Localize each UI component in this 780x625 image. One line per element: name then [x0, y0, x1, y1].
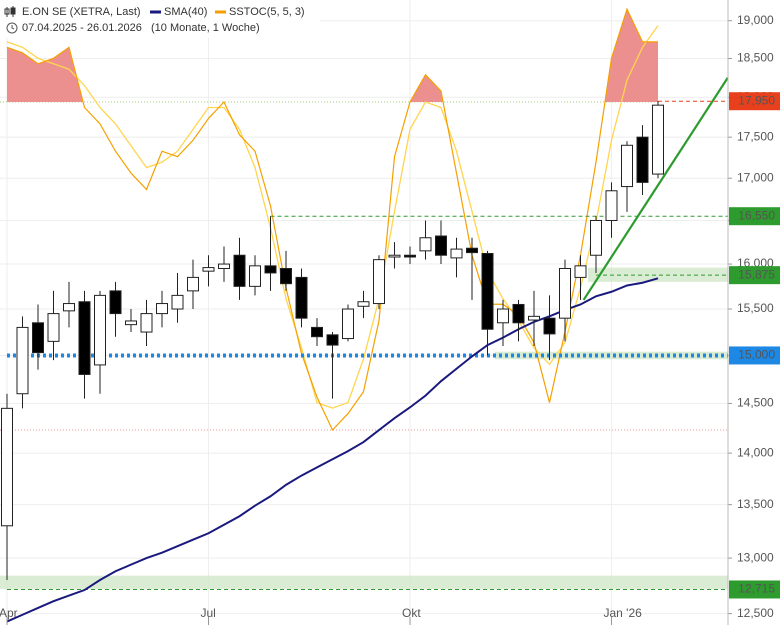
candle-body	[404, 254, 416, 258]
x-tick-label: Jan '26	[604, 606, 643, 620]
candle-body	[357, 301, 370, 307]
marks-layer	[0, 7, 728, 623]
candle-body	[559, 267, 571, 319]
candle-body	[187, 276, 199, 292]
candle-body	[419, 237, 432, 252]
candle-body	[342, 308, 354, 340]
zone	[588, 267, 728, 282]
legend-label: E.ON SE (XETRA, Last)	[22, 6, 141, 18]
candle-body	[621, 144, 633, 188]
overbought-fill	[7, 9, 658, 103]
y-tick-label: 17,000	[737, 170, 774, 184]
candle-body	[280, 267, 292, 285]
price-tag	[729, 207, 780, 226]
period: (10 Monate, 1 Woche)	[151, 22, 260, 34]
price-tag	[729, 92, 780, 111]
price-tag	[729, 580, 780, 599]
candle-body	[171, 294, 184, 310]
x-tick-label: Jul	[201, 606, 216, 620]
y-tick-label: 12,500	[737, 606, 774, 620]
candle-body	[373, 259, 385, 305]
candle-body	[311, 326, 323, 338]
legend-label: SSTOC(5, 5, 3)	[229, 6, 305, 18]
y-tick-label: 13,500	[737, 497, 774, 511]
y-tick-label: 14,500	[737, 396, 774, 410]
price-tag-label: 12,715	[738, 582, 775, 596]
zone	[495, 351, 728, 360]
price-tag	[729, 346, 780, 365]
y-tick-label: 13,000	[737, 550, 774, 564]
candle-body	[481, 252, 494, 330]
candle-body	[109, 290, 122, 315]
candle-body	[233, 254, 246, 287]
y-tick-label: 19,000	[737, 13, 774, 27]
candle-body	[605, 190, 618, 221]
candle-body	[652, 104, 664, 175]
candle-body	[218, 263, 230, 269]
y-tick-label: 17,500	[737, 129, 774, 143]
candle-body	[574, 265, 587, 278]
candle-body	[636, 136, 649, 183]
candle-body	[497, 308, 509, 324]
candle-icon	[4, 6, 16, 17]
x-tick-label: Apr	[0, 606, 18, 620]
date-range: 07.04.2025 - 26.01.2026	[22, 22, 142, 34]
candle-body	[140, 313, 153, 333]
clock-icon	[6, 22, 18, 34]
candle-body	[528, 315, 540, 321]
candle-body	[202, 267, 215, 272]
candle-body	[543, 317, 556, 335]
candle-body	[16, 326, 29, 395]
price-tag-label: 15,875	[738, 267, 775, 281]
candle-body	[512, 303, 525, 324]
candle-body	[63, 303, 75, 312]
y-tick-label: 15,500	[737, 301, 774, 315]
candle-body	[326, 334, 339, 346]
candle-body	[249, 265, 261, 287]
candle-body	[94, 294, 106, 366]
y-tick-label: 18,500	[737, 51, 774, 65]
candle-body	[125, 320, 137, 326]
candle-body	[78, 301, 91, 375]
candle-body	[590, 219, 602, 256]
candle-body	[47, 313, 60, 342]
candle-body	[466, 247, 478, 254]
price-tag-label: 15,000	[738, 348, 775, 362]
candle-body	[450, 248, 463, 259]
candle-body	[264, 265, 277, 274]
candle-body	[295, 276, 308, 319]
legend: E.ON SE (XETRA, Last) SMA(40) SSTOC(5, 5…	[0, 0, 320, 38]
candle-body	[435, 235, 447, 256]
trendline	[582, 77, 728, 301]
zone	[0, 575, 728, 589]
sstoc-line	[6, 7, 658, 432]
x-tick-label: Okt	[402, 606, 421, 620]
y-tick-label: 14,000	[737, 445, 774, 459]
price-tag-label: 17,950	[738, 93, 775, 107]
price-tag	[729, 266, 780, 285]
legend-bg	[0, 0, 320, 38]
candle-body	[156, 303, 168, 315]
legend-label: SMA(40)	[164, 6, 207, 18]
candle-body	[388, 254, 401, 258]
candle-body	[1, 407, 13, 527]
candle-body	[32, 322, 44, 354]
price-tag-label: 16,550	[738, 208, 775, 222]
sstoc-signal	[6, 25, 659, 409]
